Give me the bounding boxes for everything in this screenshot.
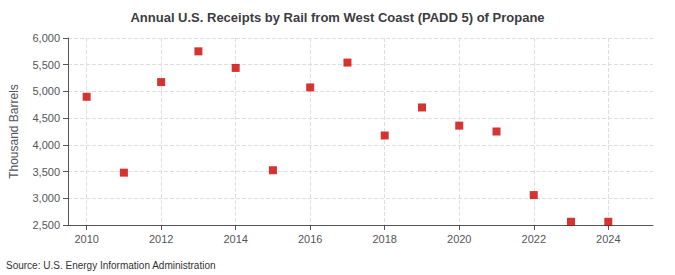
svg-text:2020: 2020 (447, 233, 471, 245)
svg-text:2024: 2024 (596, 233, 620, 245)
svg-text:Thousand Barrels: Thousand Barrels (7, 84, 21, 179)
svg-text:Annual U.S. Receipts by Rail f: Annual U.S. Receipts by Rail from West C… (130, 10, 544, 25)
svg-text:5,000: 5,000 (32, 85, 60, 97)
svg-text:5,500: 5,500 (32, 59, 60, 71)
svg-text:2012: 2012 (149, 233, 173, 245)
svg-text:4,000: 4,000 (32, 139, 60, 151)
svg-text:3,000: 3,000 (32, 192, 60, 204)
svg-text:2022: 2022 (522, 233, 546, 245)
svg-text:3,500: 3,500 (32, 166, 60, 178)
svg-text:2014: 2014 (223, 233, 247, 245)
svg-text:2016: 2016 (298, 233, 322, 245)
svg-text:2010: 2010 (74, 233, 98, 245)
svg-text:6,000: 6,000 (32, 32, 60, 44)
svg-text:4,500: 4,500 (32, 112, 60, 124)
svg-text:2,500: 2,500 (32, 219, 60, 231)
svg-text:Source: U.S. Energy Informatio: Source: U.S. Energy Information Administ… (6, 260, 216, 271)
svg-text:2018: 2018 (372, 233, 396, 245)
